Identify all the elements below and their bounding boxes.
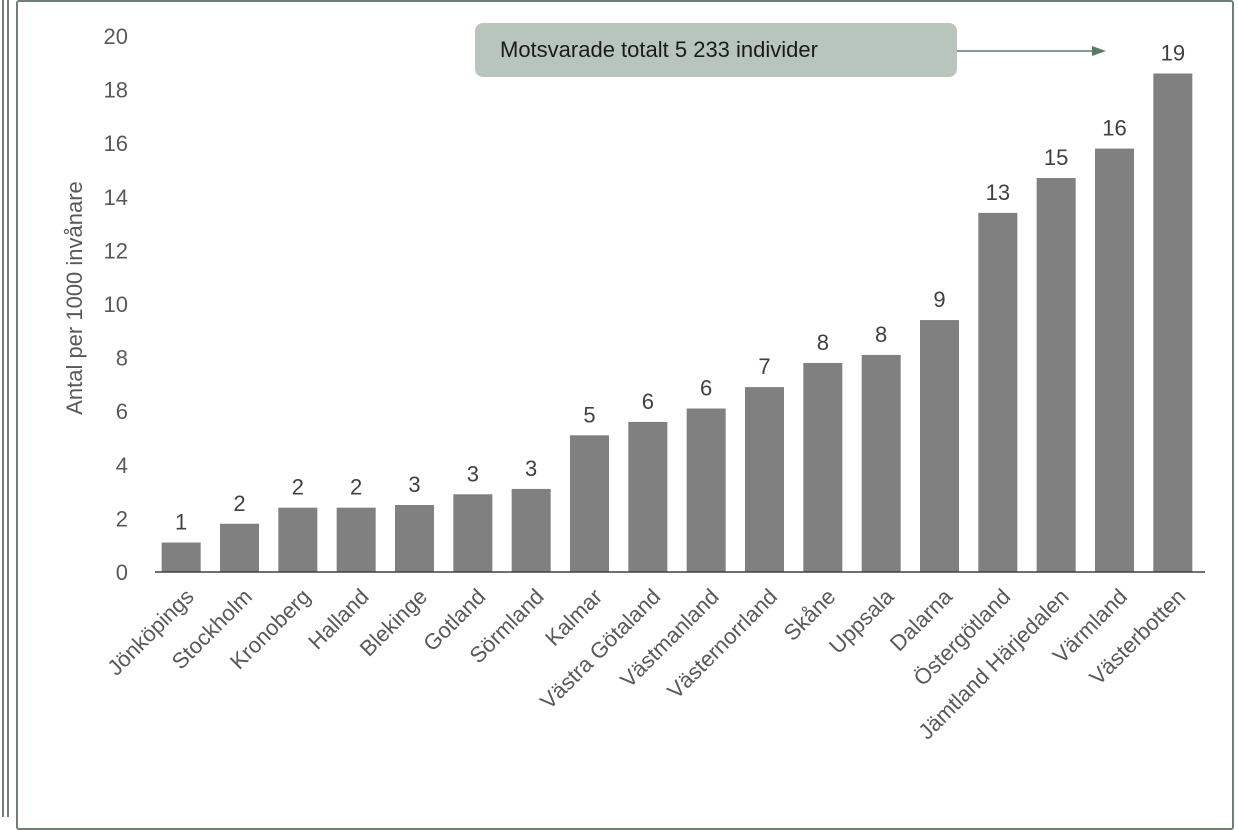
bar xyxy=(511,488,551,572)
bar-data-label: 8 xyxy=(875,322,887,347)
bar-data-label: 3 xyxy=(408,472,420,497)
bar xyxy=(453,494,493,572)
bar-data-label: 9 xyxy=(933,287,945,312)
y-tick-label: 4 xyxy=(116,453,128,478)
bar xyxy=(745,387,784,572)
y-tick-label: 2 xyxy=(116,506,128,531)
y-tick-label: 12 xyxy=(104,238,128,263)
bar xyxy=(920,320,959,572)
bar-data-label: 2 xyxy=(350,475,362,500)
y-tick-label: 8 xyxy=(116,346,128,371)
y-tick-label: 16 xyxy=(104,131,128,156)
y-tick-label: 18 xyxy=(104,78,128,103)
bar-data-label: 2 xyxy=(292,475,304,500)
bar xyxy=(278,507,318,572)
y-tick-label: 10 xyxy=(104,292,128,317)
bar xyxy=(336,507,376,572)
x-category-label: Uppsala xyxy=(824,583,899,658)
bar-data-label: 13 xyxy=(986,180,1010,205)
callout-box: Motsvarade totalt 5 233 individer xyxy=(475,23,957,77)
bar-data-label: 19 xyxy=(1161,41,1185,66)
bars xyxy=(161,73,1193,573)
bar xyxy=(1036,178,1076,573)
bar-data-label: 2 xyxy=(233,491,245,516)
bar-data-label: 15 xyxy=(1044,145,1068,170)
y-tick-label: 6 xyxy=(116,399,128,424)
bar xyxy=(395,505,434,572)
bar xyxy=(686,408,726,572)
y-axis-label: Antal per 1000 invånare xyxy=(62,181,87,415)
bar-data-label: 6 xyxy=(700,376,712,401)
y-tick-label: 20 xyxy=(104,24,128,49)
bar xyxy=(1095,148,1134,572)
bar-data-labels: 1 2 2 2 3 3 3 5 6 6 7 8 8 9 13 15 16 19 xyxy=(175,41,1185,535)
y-axis-ticks: 0 2 4 6 8 10 12 14 16 18 20 xyxy=(104,24,128,585)
x-axis-category-labels: JönköpingsStockholmKronobergHallandBleki… xyxy=(102,583,1190,744)
bar xyxy=(1153,73,1193,573)
bar-data-label: 8 xyxy=(817,330,829,355)
bar-data-label: 6 xyxy=(642,389,654,414)
bar xyxy=(861,354,901,572)
bar xyxy=(161,542,201,572)
callout-text: Motsvarade totalt 5 233 individer xyxy=(500,37,818,62)
left-border-rule xyxy=(2,0,9,817)
bar xyxy=(628,421,668,572)
bar-data-label: 1 xyxy=(175,510,187,535)
bar xyxy=(803,362,843,572)
bar-data-label: 3 xyxy=(467,461,479,486)
y-tick-label: 14 xyxy=(104,185,128,210)
bar xyxy=(570,435,609,572)
bar-data-label: 3 xyxy=(525,456,537,481)
callout-arrowhead xyxy=(1092,46,1106,56)
y-tick-label: 0 xyxy=(116,560,128,585)
bar xyxy=(978,212,1018,572)
bar-data-label: 5 xyxy=(583,402,595,427)
bar-data-label: 16 xyxy=(1102,116,1126,141)
bar-data-label: 7 xyxy=(758,354,770,379)
bar xyxy=(220,523,259,572)
